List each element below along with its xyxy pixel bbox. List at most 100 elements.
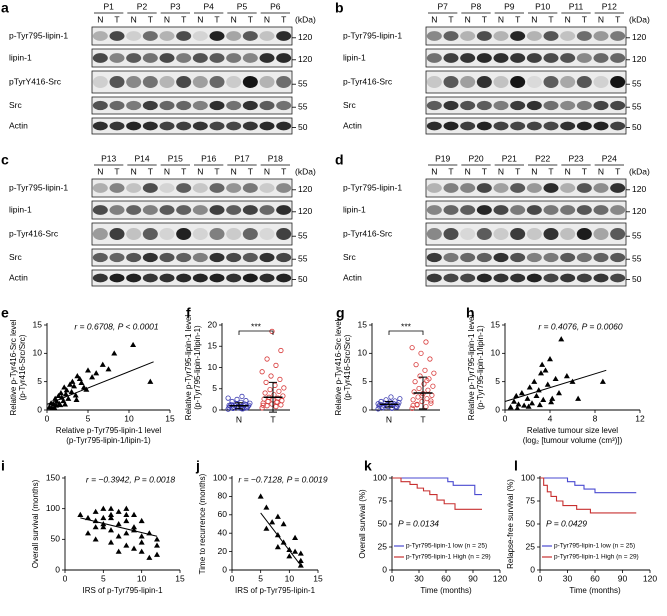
- data-point: [147, 378, 154, 384]
- data-point: [525, 403, 532, 409]
- blot-band: [510, 205, 526, 215]
- blot-band: [426, 252, 442, 263]
- data-point: [514, 405, 521, 411]
- axes: [504, 323, 640, 411]
- marker-label: 120: [632, 206, 646, 216]
- row-label: Actin: [343, 272, 362, 282]
- row-label: Src: [9, 252, 23, 262]
- patient-label: P20: [468, 153, 483, 163]
- y-tick-label: 150: [46, 472, 60, 482]
- x-tick-label: 0: [45, 413, 50, 423]
- x-axis-label: IRS of p-Tyr795-lipin-1: [235, 586, 316, 595]
- blot-band: [209, 31, 225, 41]
- blot-strip: [91, 248, 293, 267]
- blot-band: [126, 76, 142, 88]
- row-label: lipin-1: [9, 204, 32, 214]
- blot-band: [92, 228, 108, 240]
- blot-band: [443, 205, 459, 215]
- blot-band: [543, 205, 559, 215]
- blot-band: [593, 228, 609, 240]
- blot-band: [276, 205, 292, 215]
- row-label: p-Tyr795-lipin-1: [9, 30, 68, 40]
- blot-band: [426, 205, 442, 215]
- data-point: [428, 400, 434, 406]
- blot-band: [176, 76, 192, 88]
- data-point: [105, 366, 112, 372]
- blot-band: [460, 121, 476, 131]
- y-tick-label: 25: [526, 541, 536, 551]
- data-point: [552, 375, 559, 382]
- blot-band: [92, 183, 108, 193]
- panel-letter: i: [1, 458, 5, 474]
- data-point: [100, 514, 107, 521]
- blot-strip: [91, 26, 293, 46]
- blot-band: [526, 76, 542, 88]
- x-tick-label: 5: [101, 573, 106, 583]
- y-tick-label: 40: [218, 527, 228, 537]
- legend-label: p-Tyr795-lipin-1 low (n = 25): [554, 543, 635, 550]
- blot-band: [226, 31, 242, 41]
- data-point: [85, 530, 91, 536]
- blot-band: [443, 53, 459, 63]
- marker-label: 120: [632, 184, 646, 194]
- blot-band: [276, 53, 292, 63]
- data-point: [262, 390, 268, 396]
- blot-band: [460, 252, 476, 263]
- blot-band: [109, 121, 125, 131]
- data-point: [92, 508, 99, 514]
- data-point: [74, 373, 81, 379]
- data-point: [417, 373, 423, 379]
- data-point: [123, 505, 130, 511]
- blot-band: [460, 31, 476, 41]
- lane-label: N: [465, 14, 471, 24]
- blot-band: [109, 228, 125, 240]
- patient-label: P24: [602, 153, 617, 163]
- y-tick-label: 0: [55, 564, 60, 574]
- x-tick-label: 4: [548, 413, 553, 423]
- data-point: [263, 525, 270, 531]
- lane-label: T: [448, 166, 453, 176]
- patient-label: P5: [237, 1, 248, 11]
- blot-band: [426, 228, 442, 240]
- blot-band: [176, 31, 192, 41]
- x-tick-label: 8: [593, 413, 598, 423]
- patient-label: P8: [471, 1, 482, 11]
- row-label: pTyrY416-Src: [9, 76, 62, 86]
- lane-label: T: [615, 166, 620, 176]
- blot-band: [226, 183, 242, 193]
- data-point: [276, 388, 282, 394]
- blot-band: [276, 183, 292, 193]
- blot-band: [159, 205, 175, 215]
- lane-label: T: [181, 166, 186, 176]
- data-point: [131, 545, 137, 551]
- y-axis-label: Relative p-Tyr795-lipin-1 level: [184, 315, 193, 421]
- data-point: [531, 378, 538, 384]
- blot-band: [142, 205, 158, 215]
- data-point: [263, 504, 270, 510]
- data-point: [229, 398, 235, 405]
- blot-band: [443, 252, 459, 263]
- blot-band: [159, 228, 175, 240]
- y-tick-label: 10: [358, 348, 368, 358]
- blot-band: [126, 100, 142, 111]
- data-point: [108, 505, 114, 511]
- blot-band: [443, 121, 459, 131]
- data-point: [281, 385, 287, 391]
- blot-band: [560, 228, 576, 240]
- lane-label: T: [615, 14, 620, 24]
- blot-strip: [91, 48, 293, 68]
- blot-band: [576, 31, 592, 41]
- blot-band: [560, 273, 576, 283]
- blot-band: [126, 273, 142, 283]
- data-point: [154, 551, 160, 557]
- data-point: [92, 536, 99, 542]
- blot-band: [593, 76, 609, 88]
- lane-label: T: [248, 166, 253, 176]
- x-tick-label: 12: [635, 413, 645, 423]
- data-point: [280, 393, 286, 399]
- y-tick-label: 80: [218, 491, 228, 501]
- lane-label: N: [197, 14, 203, 24]
- axes: [231, 476, 318, 571]
- data-point: [260, 402, 266, 408]
- row-label: p-Tyr416-Src: [9, 228, 59, 238]
